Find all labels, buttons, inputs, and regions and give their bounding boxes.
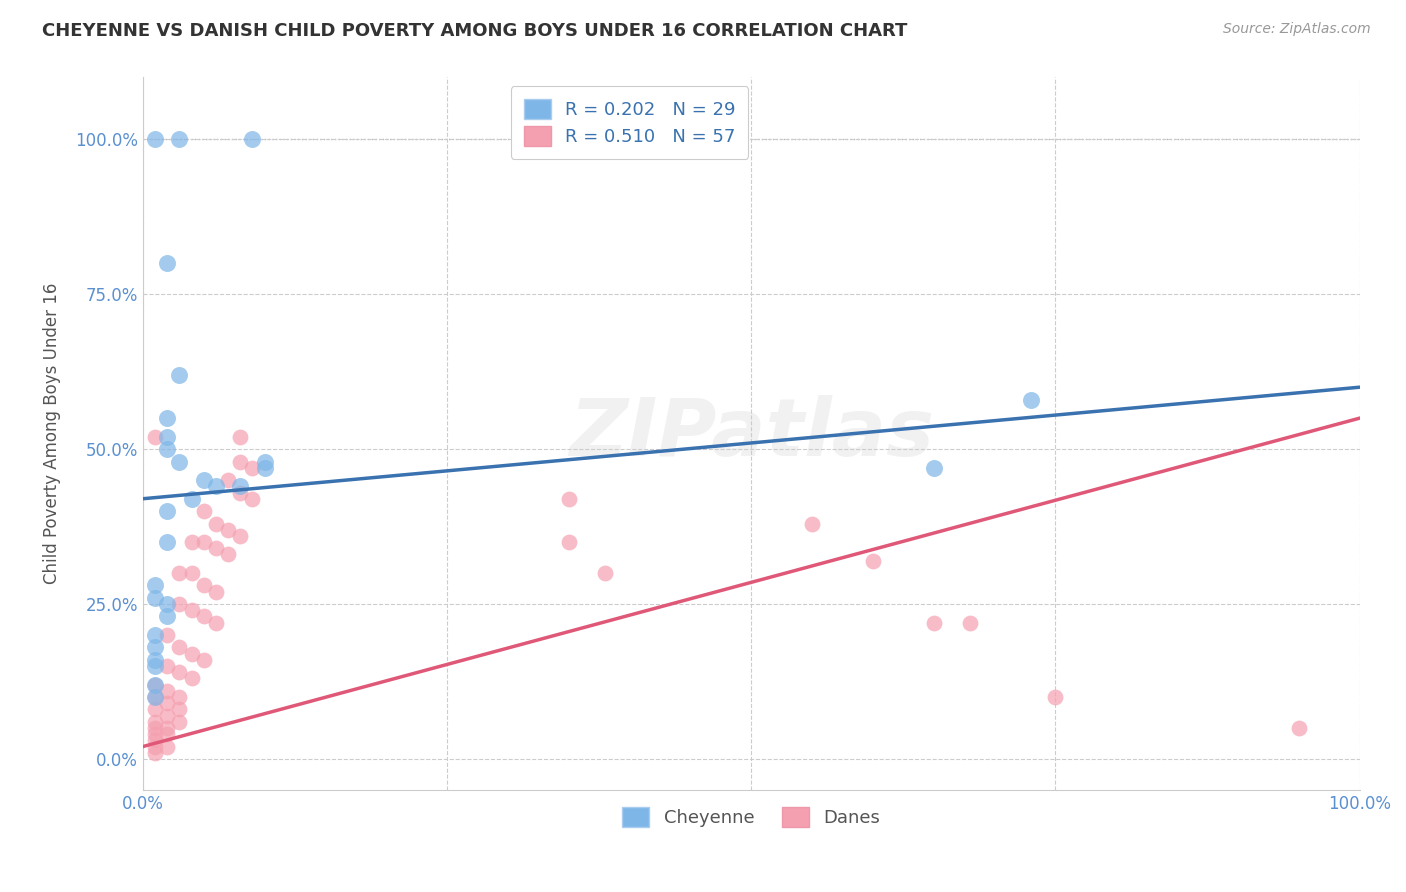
Point [169,690,191,704]
Point [557,535,579,549]
Point [143,659,166,673]
Point [156,727,179,741]
Point [229,454,252,468]
Point [205,541,228,556]
Point [253,460,276,475]
Point [143,746,166,760]
Point [156,535,179,549]
Point [169,368,191,382]
Point [143,702,166,716]
Text: CHEYENNE VS DANISH CHILD POVERTY AMONG BOYS UNDER 16 CORRELATION CHART: CHEYENNE VS DANISH CHILD POVERTY AMONG B… [42,22,907,40]
Point [156,628,179,642]
Point [180,603,202,617]
Point [229,485,252,500]
Point [143,677,166,691]
Legend: Cheyenne, Danes: Cheyenne, Danes [616,800,887,834]
Point [180,647,202,661]
Point [169,566,191,580]
Point [253,454,276,468]
Point [169,132,191,146]
Point [156,739,179,754]
Point [193,609,215,624]
Point [143,653,166,667]
Point [193,653,215,667]
Point [143,727,166,741]
Point [169,640,191,655]
Point [180,535,202,549]
Point [1019,392,1042,407]
Point [156,256,179,270]
Point [180,566,202,580]
Point [229,529,252,543]
Point [240,460,263,475]
Point [143,690,166,704]
Point [557,491,579,506]
Point [240,132,263,146]
Point [205,615,228,630]
Point [862,554,884,568]
Point [143,677,166,691]
Point [193,535,215,549]
Point [801,516,824,531]
Point [156,721,179,735]
Point [143,591,166,605]
Point [143,714,166,729]
Point [217,548,239,562]
Point [205,479,228,493]
Point [143,430,166,444]
Point [959,615,981,630]
Point [143,640,166,655]
Point [143,739,166,754]
Point [205,584,228,599]
Point [193,504,215,518]
Point [229,430,252,444]
Point [205,516,228,531]
Point [143,690,166,704]
Point [193,578,215,592]
Point [217,473,239,487]
Point [143,132,166,146]
Point [156,708,179,723]
Text: ZIPatlas: ZIPatlas [568,394,934,473]
Point [156,659,179,673]
Point [156,504,179,518]
Point [169,714,191,729]
Point [180,491,202,506]
Point [169,597,191,611]
Point [143,578,166,592]
Point [143,733,166,747]
Point [169,454,191,468]
Point [169,665,191,680]
Text: Source: ZipAtlas.com: Source: ZipAtlas.com [1223,22,1371,37]
Point [156,411,179,425]
Point [217,523,239,537]
Point [922,460,945,475]
Point [240,491,263,506]
Point [180,672,202,686]
Point [156,683,179,698]
Point [156,430,179,444]
Point [193,473,215,487]
Point [143,628,166,642]
Point [922,615,945,630]
Point [156,696,179,710]
Point [156,609,179,624]
Point [169,702,191,716]
Y-axis label: Child Poverty Among Boys Under 16: Child Poverty Among Boys Under 16 [44,283,60,584]
Point [1288,721,1310,735]
Point [229,479,252,493]
Point [593,566,616,580]
Point [1045,690,1067,704]
Point [156,442,179,457]
Point [156,597,179,611]
Point [143,721,166,735]
